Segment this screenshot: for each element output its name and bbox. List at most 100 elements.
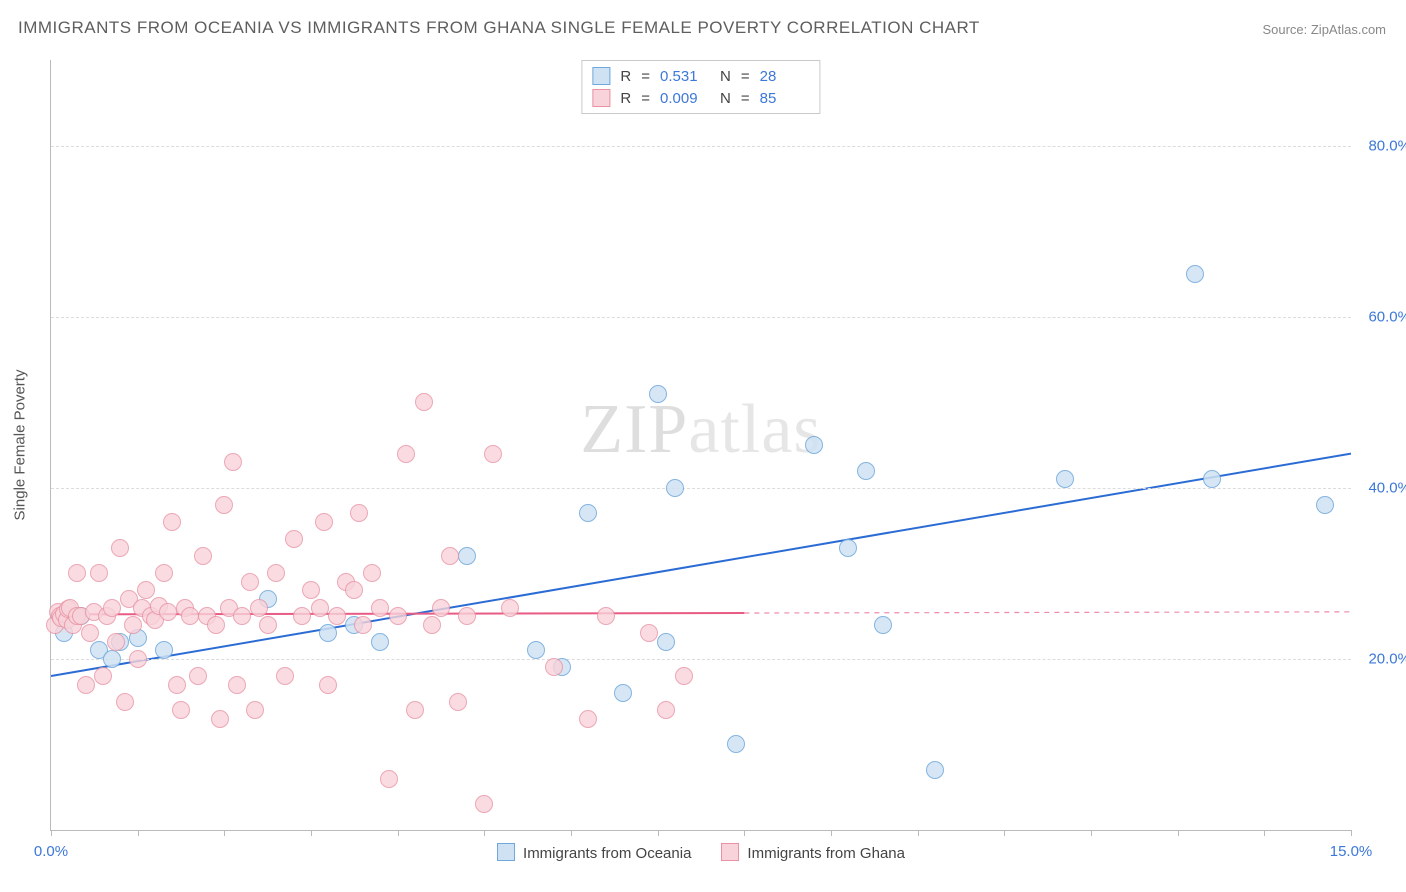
data-point-ghana — [315, 513, 333, 531]
x-tick — [1351, 830, 1352, 836]
watermark-atlas: atlas — [688, 391, 821, 468]
data-point-ghana — [181, 607, 199, 625]
data-point-ghana — [415, 393, 433, 411]
x-tick — [484, 830, 485, 836]
chart-root: IMMIGRANTS FROM OCEANIA VS IMMIGRANTS FR… — [0, 0, 1406, 892]
stats-R-oceania: 0.531 — [660, 68, 710, 85]
x-tick — [138, 830, 139, 836]
data-point-oceania — [1203, 470, 1221, 488]
stats-eq2: = — [741, 68, 750, 85]
data-point-ghana — [475, 795, 493, 813]
chart-title: IMMIGRANTS FROM OCEANIA VS IMMIGRANTS FR… — [18, 18, 980, 38]
data-point-ghana — [94, 667, 112, 685]
legend-swatch-oceania — [497, 843, 515, 861]
stats-swatch-ghana — [592, 89, 610, 107]
data-point-ghana — [657, 701, 675, 719]
x-tick — [658, 830, 659, 836]
x-tick — [1091, 830, 1092, 836]
stats-N-label: N — [720, 68, 731, 85]
legend-item-ghana: Immigrants from Ghana — [721, 843, 905, 862]
data-point-oceania — [319, 624, 337, 642]
data-point-oceania — [1186, 265, 1204, 283]
x-tick — [311, 830, 312, 836]
data-point-ghana — [458, 607, 476, 625]
data-point-oceania — [579, 504, 597, 522]
data-point-ghana — [406, 701, 424, 719]
data-point-ghana — [328, 607, 346, 625]
stats-box: R = 0.531 N = 28 R = 0.009 N = 85 — [581, 60, 820, 114]
data-point-oceania — [857, 462, 875, 480]
stats-eq4: = — [741, 90, 750, 107]
watermark: ZIPatlas — [580, 390, 821, 470]
data-point-oceania — [805, 436, 823, 454]
grid-line — [51, 488, 1351, 489]
stats-R-label2: R — [620, 90, 631, 107]
data-point-ghana — [250, 599, 268, 617]
data-point-ghana — [285, 530, 303, 548]
x-tick — [571, 830, 572, 836]
data-point-ghana — [155, 564, 173, 582]
legend-bottom: Immigrants from Oceania Immigrants from … — [497, 843, 905, 862]
data-point-ghana — [354, 616, 372, 634]
source-label: Source: ZipAtlas.com — [1262, 22, 1386, 37]
data-point-oceania — [839, 539, 857, 557]
data-point-ghana — [640, 624, 658, 642]
data-point-ghana — [675, 667, 693, 685]
y-tick-label: 60.0% — [1356, 308, 1406, 325]
data-point-ghana — [68, 564, 86, 582]
stats-swatch-oceania — [592, 67, 610, 85]
stats-row-oceania: R = 0.531 N = 28 — [592, 65, 809, 87]
legend-label-oceania: Immigrants from Oceania — [523, 845, 691, 862]
stats-R-label: R — [620, 68, 631, 85]
data-point-ghana — [267, 564, 285, 582]
stats-row-ghana: R = 0.009 N = 85 — [592, 87, 809, 109]
x-tick — [51, 830, 52, 836]
data-point-oceania — [155, 641, 173, 659]
y-axis-label: Single Female Poverty — [12, 370, 29, 521]
x-tick — [1004, 830, 1005, 836]
data-point-oceania — [649, 385, 667, 403]
data-point-oceania — [874, 616, 892, 634]
data-point-ghana — [233, 607, 251, 625]
data-point-ghana — [81, 624, 99, 642]
data-point-ghana — [124, 616, 142, 634]
data-point-ghana — [579, 710, 597, 728]
x-tick-label: 0.0% — [34, 843, 68, 860]
y-tick-label: 40.0% — [1356, 479, 1406, 496]
legend-item-oceania: Immigrants from Oceania — [497, 843, 691, 862]
data-point-ghana — [545, 658, 563, 676]
data-point-ghana — [501, 599, 519, 617]
data-point-ghana — [129, 650, 147, 668]
data-point-ghana — [103, 599, 121, 617]
data-point-ghana — [77, 676, 95, 694]
data-point-ghana — [302, 581, 320, 599]
data-point-oceania — [103, 650, 121, 668]
data-point-oceania — [727, 735, 745, 753]
grid-line — [51, 146, 1351, 147]
stats-R-ghana: 0.009 — [660, 90, 710, 107]
stats-eq3: = — [641, 90, 650, 107]
data-point-ghana — [224, 453, 242, 471]
data-point-ghana — [107, 633, 125, 651]
data-point-ghana — [371, 599, 389, 617]
x-tick — [744, 830, 745, 836]
data-point-oceania — [666, 479, 684, 497]
data-point-ghana — [163, 513, 181, 531]
stats-N-oceania: 28 — [760, 68, 810, 85]
legend-swatch-ghana — [721, 843, 739, 861]
legend-label-ghana: Immigrants from Ghana — [747, 845, 905, 862]
x-tick — [918, 830, 919, 836]
data-point-ghana — [116, 693, 134, 711]
data-point-ghana — [189, 667, 207, 685]
data-point-ghana — [228, 676, 246, 694]
data-point-ghana — [111, 539, 129, 557]
data-point-oceania — [1316, 496, 1334, 514]
watermark-zip: ZIP — [580, 391, 688, 468]
data-point-ghana — [319, 676, 337, 694]
y-tick-label: 80.0% — [1356, 137, 1406, 154]
data-point-ghana — [90, 564, 108, 582]
data-point-oceania — [1056, 470, 1074, 488]
data-point-ghana — [363, 564, 381, 582]
x-tick — [831, 830, 832, 836]
data-point-ghana — [380, 770, 398, 788]
